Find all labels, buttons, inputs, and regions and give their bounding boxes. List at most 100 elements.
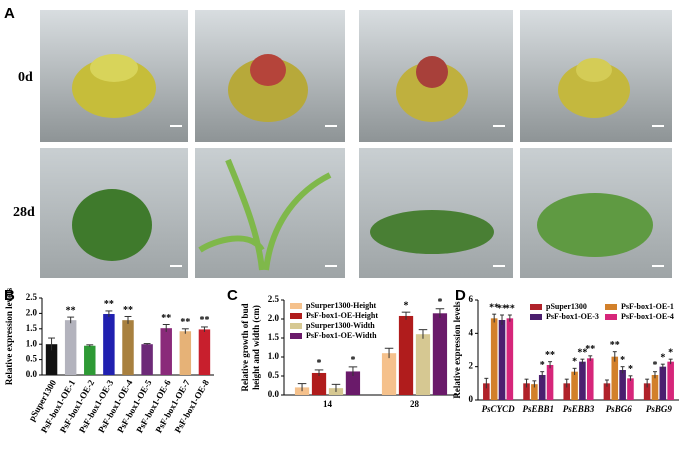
y-axis-label: Relative expression levels bbox=[452, 301, 462, 399]
legend-label: PsF-box1-OE-Height bbox=[306, 311, 378, 320]
panel-label: C bbox=[227, 287, 238, 304]
significance: ** bbox=[610, 340, 620, 351]
y-tick-label: 2.0 bbox=[268, 313, 280, 323]
bar bbox=[659, 366, 667, 400]
y-tick-label: 1.5 bbox=[268, 332, 280, 342]
y-tick-label: 1.0 bbox=[268, 351, 280, 361]
bar bbox=[415, 334, 431, 395]
bar bbox=[546, 365, 554, 400]
significance: ** bbox=[66, 305, 76, 316]
bar bbox=[498, 320, 506, 400]
significance: ** bbox=[104, 299, 114, 310]
bud bbox=[558, 62, 630, 118]
significance: * bbox=[540, 360, 545, 371]
bud bbox=[250, 54, 286, 86]
significance: * bbox=[350, 355, 355, 366]
legend-swatch bbox=[290, 303, 302, 309]
bar bbox=[523, 383, 530, 400]
y-tick-label: 2.5 bbox=[268, 294, 280, 304]
legend-swatch bbox=[605, 304, 617, 310]
bar bbox=[571, 371, 578, 400]
bud bbox=[90, 54, 138, 82]
shoot bbox=[198, 158, 332, 271]
bar bbox=[64, 320, 77, 375]
bar bbox=[122, 320, 134, 375]
x-tick-label: PsEBB1 bbox=[523, 404, 555, 414]
y-tick-label: 0 bbox=[469, 394, 474, 404]
significance: * bbox=[668, 347, 673, 358]
significance: ** bbox=[505, 303, 515, 314]
bar bbox=[84, 345, 96, 375]
y-tick-label: 2 bbox=[469, 361, 474, 371]
row-label: 0d bbox=[18, 70, 33, 85]
significance: ** bbox=[497, 303, 507, 314]
bar bbox=[627, 378, 634, 400]
bud bbox=[416, 56, 448, 88]
significance: * bbox=[437, 297, 442, 308]
bar bbox=[141, 344, 153, 375]
significance: * bbox=[628, 364, 633, 375]
y-axis-label: height and width (cm) bbox=[251, 305, 261, 390]
legend-label: PsF-box1-OE-3 bbox=[546, 312, 599, 321]
legend-label: pSurper1300-Height bbox=[306, 301, 377, 310]
shoot bbox=[537, 193, 653, 257]
bar bbox=[603, 383, 611, 400]
bar bbox=[345, 371, 361, 395]
y-tick-label: 0.5 bbox=[26, 354, 38, 364]
y-tick-label: 6 bbox=[469, 294, 474, 304]
significance: * bbox=[572, 357, 577, 368]
bar bbox=[611, 356, 619, 400]
bar bbox=[198, 329, 211, 375]
bar bbox=[643, 383, 651, 400]
significance: ** bbox=[161, 313, 171, 324]
panel-label: A bbox=[4, 5, 15, 22]
legend-swatch bbox=[290, 333, 302, 339]
x-tick-label: PsCYCD bbox=[482, 404, 516, 414]
scale-bars bbox=[170, 125, 664, 267]
photos bbox=[40, 10, 672, 278]
legend-label: PsF-box1-OE-Width bbox=[306, 331, 377, 340]
bar bbox=[619, 370, 626, 400]
significance: ** bbox=[180, 317, 190, 328]
bud bbox=[576, 58, 612, 82]
shoot bbox=[370, 210, 494, 254]
legend-label: pSurper1300-Width bbox=[306, 321, 375, 330]
significance: ** bbox=[123, 305, 133, 316]
significance: ** bbox=[199, 315, 209, 326]
bar bbox=[506, 318, 514, 400]
significance: ** bbox=[545, 350, 555, 361]
bar bbox=[586, 358, 594, 400]
significance: ** bbox=[585, 344, 595, 355]
x-tick-label: 28 bbox=[410, 399, 420, 409]
y-tick-label: 1.0 bbox=[26, 338, 38, 348]
bar bbox=[490, 318, 498, 400]
bar bbox=[160, 328, 172, 375]
x-tick-label: 14 bbox=[323, 399, 333, 409]
bar bbox=[103, 314, 115, 375]
y-tick-label: 0.0 bbox=[268, 389, 280, 399]
significance: * bbox=[317, 358, 322, 369]
significance: * bbox=[660, 352, 665, 363]
bar bbox=[483, 383, 490, 400]
y-tick-label: 1.5 bbox=[26, 323, 38, 333]
legend-swatch bbox=[290, 323, 302, 329]
legend-swatch bbox=[290, 313, 302, 319]
bar bbox=[398, 315, 414, 395]
row-label: 28d bbox=[13, 205, 35, 220]
y-tick-label: 4 bbox=[469, 327, 474, 337]
shoot bbox=[72, 189, 152, 261]
significance: ** bbox=[577, 347, 587, 358]
significance: * bbox=[652, 360, 657, 371]
bar bbox=[651, 375, 659, 400]
bar bbox=[563, 383, 571, 400]
bar bbox=[432, 313, 448, 395]
y-tick-label: 2.5 bbox=[26, 292, 38, 302]
bar bbox=[311, 372, 327, 395]
y-axis-label: Relative expression levels bbox=[4, 287, 14, 385]
significance: ** bbox=[489, 302, 499, 313]
bar bbox=[579, 361, 586, 400]
bar bbox=[45, 344, 58, 375]
legend-swatch bbox=[530, 314, 542, 320]
significance: * bbox=[620, 355, 625, 366]
